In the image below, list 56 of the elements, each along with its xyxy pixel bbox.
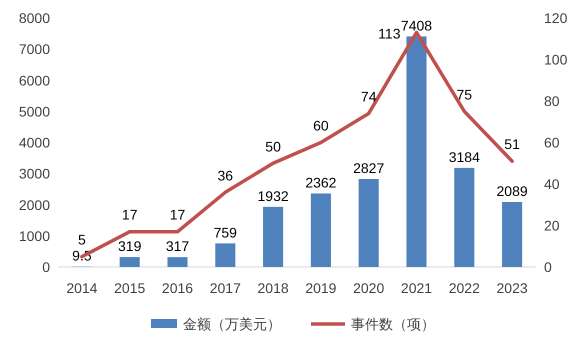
bar — [167, 257, 188, 267]
y-tick-label: 0 — [42, 259, 50, 275]
x-tick-label: 2018 — [258, 280, 289, 296]
bar — [502, 202, 522, 267]
x-tick-label: 2023 — [496, 280, 528, 296]
x-tick-label: 2022 — [448, 280, 480, 296]
y-tick-label: 6000 — [18, 72, 50, 88]
y2-tick-label: 60 — [544, 134, 560, 150]
data-label: 2827 — [353, 160, 384, 176]
y-tick-label: 1000 — [18, 228, 50, 244]
bar — [263, 206, 284, 267]
data-label: 319 — [118, 238, 142, 254]
data-label: 759 — [214, 224, 238, 240]
y-tick-label: 4000 — [18, 134, 50, 150]
x-tick-label: 2017 — [210, 280, 242, 296]
data-label: 17 — [122, 206, 138, 223]
bar — [454, 168, 474, 267]
y-tick-label: 2000 — [18, 196, 50, 213]
y2-tick-label: 80 — [544, 93, 560, 109]
bar — [358, 179, 379, 267]
data-label: 113 — [378, 26, 401, 42]
legend-label: 事件数（项） — [351, 316, 435, 332]
data-label: 5 — [78, 232, 86, 248]
bar — [310, 193, 331, 267]
data-label: 36 — [218, 167, 234, 184]
data-label: 3184 — [448, 148, 480, 165]
y2-tick-label: 40 — [544, 176, 560, 192]
y2-tick-label: 0 — [544, 259, 552, 275]
x-tick-label: 2020 — [353, 280, 384, 296]
data-label: 317 — [166, 238, 190, 254]
data-label: 51 — [504, 136, 520, 152]
data-label: 1932 — [258, 188, 289, 204]
data-label: 75 — [456, 86, 472, 102]
data-label: 2362 — [305, 174, 337, 190]
legend-label: 金额（万美元） — [183, 316, 281, 332]
y2-tick-label: 120 — [544, 10, 568, 26]
x-tick-label: 2016 — [162, 280, 194, 296]
data-label: 60 — [313, 118, 329, 134]
x-tick-label: 2019 — [305, 280, 337, 296]
x-tick-label: 2015 — [114, 280, 146, 296]
y-tick-label: 8000 — [18, 10, 50, 26]
data-label: 50 — [265, 138, 282, 154]
y2-tick-label: 20 — [544, 218, 560, 234]
y-tick-label: 5000 — [18, 103, 50, 120]
bar — [406, 36, 427, 267]
y-tick-label: 7000 — [18, 41, 50, 58]
x-tick-label: 2021 — [400, 280, 432, 296]
bar — [215, 243, 236, 267]
y-tick-label: 3000 — [18, 166, 50, 182]
x-tick-label: 2014 — [66, 280, 98, 296]
data-label: 2089 — [496, 182, 528, 199]
bar — [120, 257, 140, 267]
data-label: 17 — [170, 206, 186, 223]
data-label: 7408 — [400, 17, 432, 34]
data-label: 74 — [360, 88, 377, 104]
y2-tick-label: 100 — [544, 52, 568, 68]
